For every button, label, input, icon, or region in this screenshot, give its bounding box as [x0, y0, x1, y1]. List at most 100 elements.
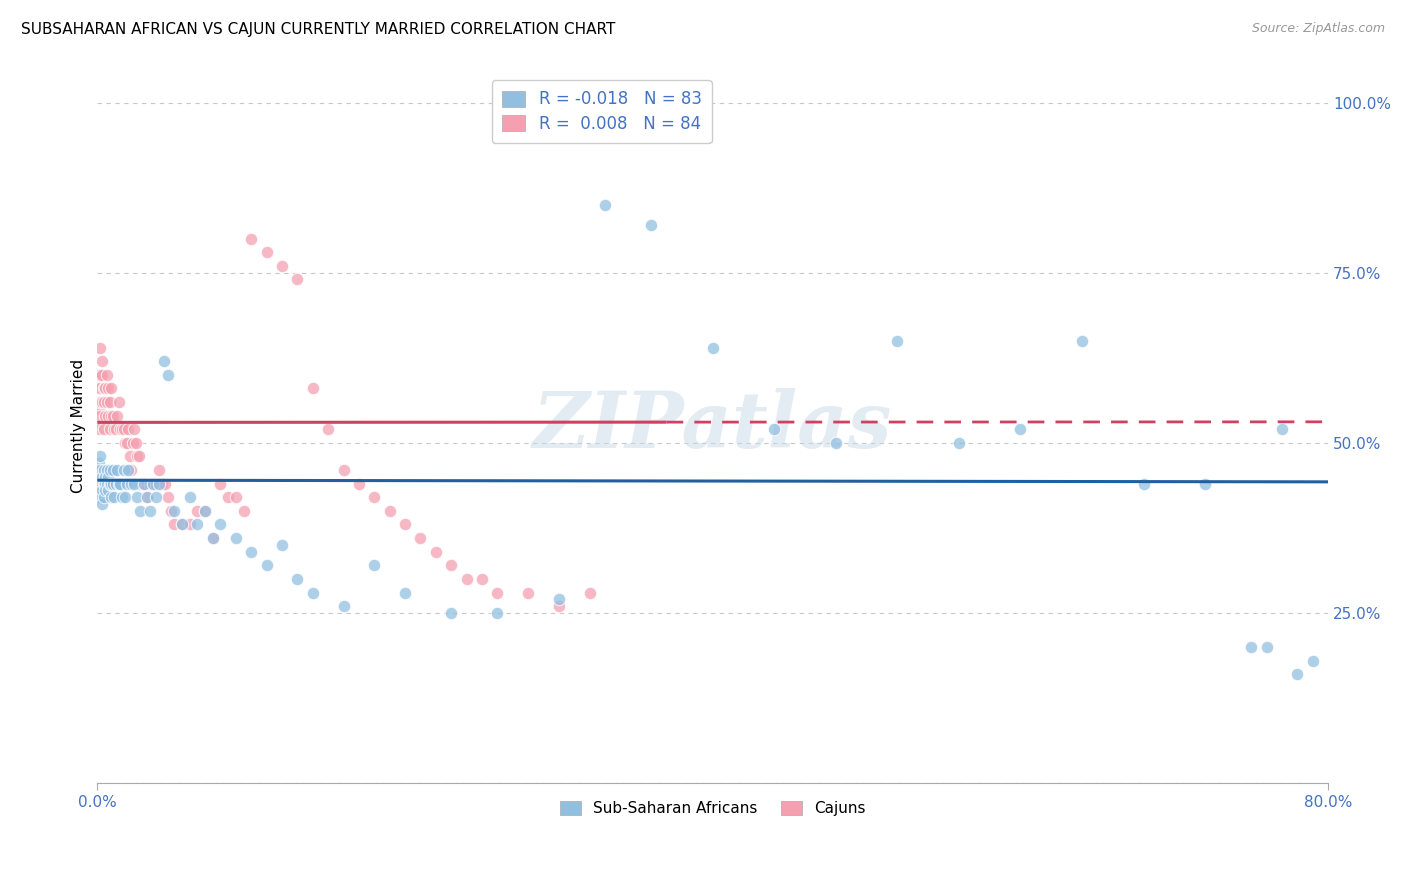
Point — [117, 422, 139, 436]
Point — [347, 476, 370, 491]
Point — [824, 435, 846, 450]
Point — [225, 531, 247, 545]
Text: ZIPatlas: ZIPatlas — [533, 387, 893, 464]
Point — [100, 381, 122, 395]
Point — [89, 490, 111, 504]
Point — [108, 476, 131, 491]
Point — [101, 476, 124, 491]
Point — [886, 334, 908, 348]
Point — [145, 476, 167, 491]
Point — [186, 504, 208, 518]
Point — [763, 422, 786, 436]
Point — [114, 490, 136, 504]
Point — [89, 450, 111, 464]
Point — [1256, 640, 1278, 654]
Point — [409, 531, 432, 545]
Point — [91, 483, 114, 498]
Point — [135, 490, 157, 504]
Point — [138, 504, 160, 518]
Point — [115, 435, 138, 450]
Point — [100, 490, 122, 504]
Point — [100, 409, 122, 423]
Point — [96, 368, 118, 382]
Point — [97, 409, 120, 423]
Point — [97, 470, 120, 484]
Point — [145, 490, 167, 504]
Point — [132, 476, 155, 491]
Point — [363, 490, 385, 504]
Point — [127, 490, 149, 504]
Point — [93, 476, 115, 491]
Point — [301, 381, 323, 395]
Point — [101, 463, 124, 477]
Point — [486, 606, 509, 620]
Point — [640, 218, 662, 232]
Point — [394, 585, 416, 599]
Point — [91, 354, 114, 368]
Point — [209, 517, 232, 532]
Point — [112, 422, 135, 436]
Point — [93, 490, 115, 504]
Point — [179, 490, 201, 504]
Point — [129, 476, 152, 491]
Point — [548, 592, 571, 607]
Point — [135, 490, 157, 504]
Point — [332, 599, 354, 613]
Point — [100, 476, 122, 491]
Point — [209, 476, 232, 491]
Point — [125, 435, 148, 450]
Point — [93, 463, 115, 477]
Point — [111, 422, 134, 436]
Point — [486, 585, 509, 599]
Point — [148, 476, 170, 491]
Point — [94, 470, 117, 484]
Point — [114, 435, 136, 450]
Point — [170, 517, 193, 532]
Point — [517, 585, 540, 599]
Point — [179, 517, 201, 532]
Point — [89, 381, 111, 395]
Point — [256, 558, 278, 573]
Point — [111, 490, 134, 504]
Point — [87, 422, 110, 436]
Point — [394, 517, 416, 532]
Point — [110, 476, 132, 491]
Point — [425, 544, 447, 558]
Point — [104, 476, 127, 491]
Point — [94, 476, 117, 491]
Y-axis label: Currently Married: Currently Married — [72, 359, 86, 493]
Point — [87, 368, 110, 382]
Point — [93, 381, 115, 395]
Point — [163, 504, 186, 518]
Point — [440, 558, 463, 573]
Point — [186, 517, 208, 532]
Point — [142, 476, 165, 491]
Point — [93, 395, 115, 409]
Point — [97, 483, 120, 498]
Point — [285, 272, 308, 286]
Point — [593, 197, 616, 211]
Point — [363, 558, 385, 573]
Point — [271, 538, 294, 552]
Point — [124, 422, 146, 436]
Point — [101, 409, 124, 423]
Point — [1010, 422, 1032, 436]
Point — [456, 572, 478, 586]
Point — [1132, 476, 1154, 491]
Point — [87, 401, 110, 416]
Point — [104, 422, 127, 436]
Point — [1071, 334, 1094, 348]
Point — [98, 422, 121, 436]
Point — [163, 517, 186, 532]
Point — [148, 463, 170, 477]
Point — [89, 409, 111, 423]
Point — [225, 490, 247, 504]
Point — [112, 463, 135, 477]
Point — [1194, 476, 1216, 491]
Point — [91, 497, 114, 511]
Point — [150, 476, 173, 491]
Point — [87, 483, 110, 498]
Point — [105, 463, 128, 477]
Point — [301, 585, 323, 599]
Point — [578, 585, 600, 599]
